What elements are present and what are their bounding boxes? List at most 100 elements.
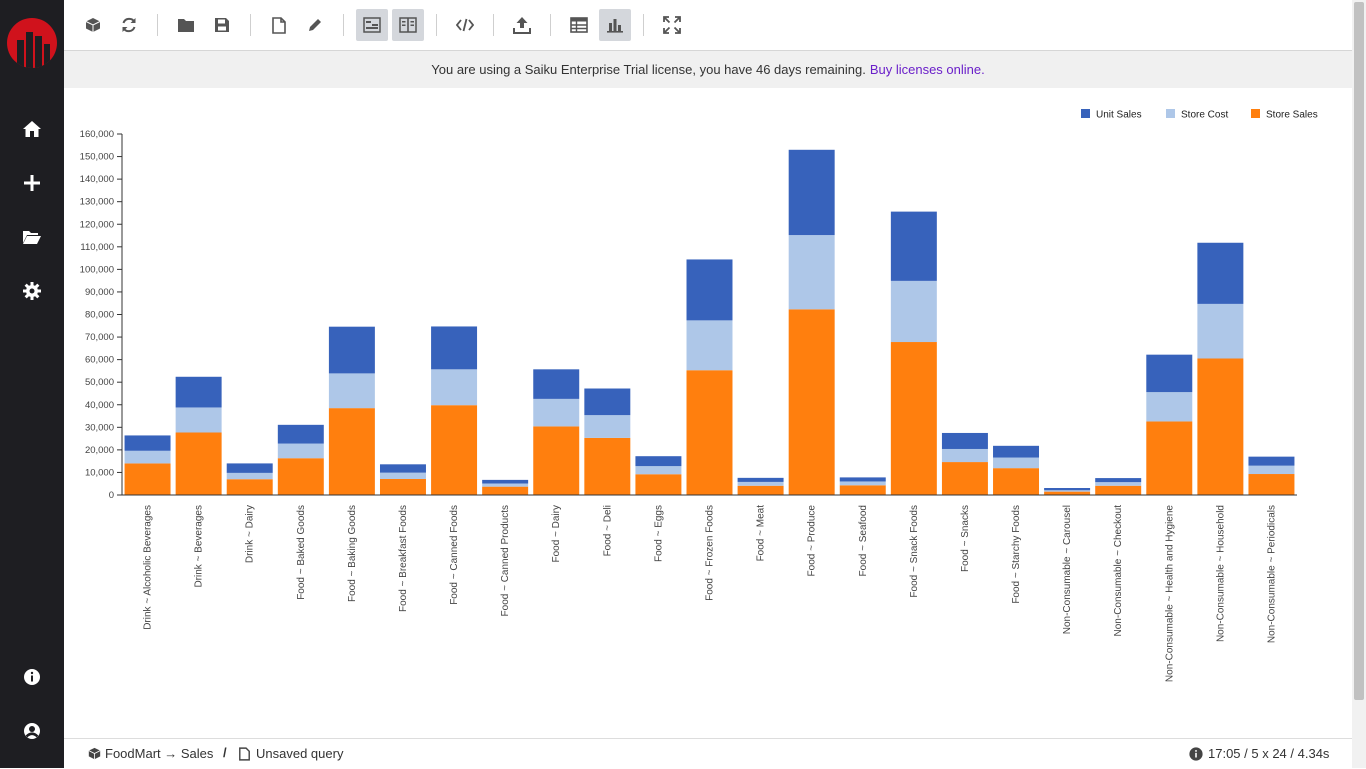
x-tick-label: Drink ~ Alcoholic Beverages: [143, 505, 154, 630]
bar-store-cost: [584, 415, 631, 438]
info-icon[interactable]: [20, 665, 44, 689]
legend-label: Store Cost: [1181, 110, 1228, 121]
bar-unit-sales: [737, 477, 784, 482]
bar-unit-sales: [1044, 488, 1091, 491]
bar-store-sales: [1197, 358, 1244, 495]
toolbar-separator: [250, 14, 251, 36]
new-file-icon[interactable]: [263, 9, 295, 41]
bar-store-sales: [1044, 491, 1091, 495]
buy-licenses-link[interactable]: Buy licenses online.: [869, 62, 985, 77]
scrollbar[interactable]: [1352, 0, 1366, 768]
fullscreen-icon[interactable]: [656, 9, 688, 41]
gear-icon[interactable]: [20, 279, 44, 303]
legend-swatch: [1166, 109, 1175, 118]
y-tick-label: 30,000: [85, 422, 114, 433]
x-tick-label: Non-Consumable ~ Periodicals: [1266, 505, 1277, 643]
scrollbar-thumb[interactable]: [1354, 2, 1364, 700]
bar-unit-sales: [941, 432, 988, 449]
bar-store-cost: [1197, 303, 1244, 359]
y-tick-label: 10,000: [85, 467, 114, 478]
bar-unit-sales: [175, 376, 222, 408]
y-tick-label: 120,000: [80, 219, 114, 230]
bar-unit-sales: [124, 435, 171, 451]
query-panel-icon[interactable]: [356, 9, 388, 41]
pencil-icon[interactable]: [299, 9, 331, 41]
y-tick-label: 50,000: [85, 377, 114, 388]
toolbar-separator: [643, 14, 644, 36]
split-view-icon[interactable]: [392, 9, 424, 41]
bar-store-sales: [993, 468, 1040, 495]
folder-icon[interactable]: [170, 9, 202, 41]
bar-store-sales: [1248, 474, 1295, 495]
x-tick-label: Drink ~ Beverages: [194, 505, 205, 588]
file-icon: [239, 747, 251, 761]
x-tick-label: Food ~ Snack Foods: [909, 505, 920, 598]
saiku-logo[interactable]: [7, 18, 57, 68]
save-icon[interactable]: [206, 9, 238, 41]
stacked-bar-chart: 0 10,000 20,000 30,000 40,000 50,000 60,000 70,…: [80, 109, 1318, 682]
legend-swatch: [1081, 109, 1090, 118]
bar-store-cost: [1146, 392, 1193, 422]
upload-icon[interactable]: [506, 9, 538, 41]
user-icon[interactable]: [20, 719, 44, 743]
cube-icon[interactable]: [77, 9, 109, 41]
bar-unit-sales: [431, 326, 478, 370]
bar-store-cost: [686, 320, 733, 371]
bar-unit-sales: [1197, 242, 1244, 304]
y-tick-label: 130,000: [80, 197, 114, 208]
home-icon[interactable]: [20, 117, 44, 141]
bar-unit-sales: [533, 369, 580, 399]
x-tick-label: Food ~ Frozen Foods: [705, 505, 716, 601]
table-icon[interactable]: [563, 9, 595, 41]
bar-store-cost: [277, 443, 324, 459]
bar-store-sales: [788, 309, 835, 495]
bar-unit-sales: [1248, 456, 1295, 466]
bar-store-sales: [686, 370, 733, 495]
bar-unit-sales: [1095, 478, 1142, 483]
x-tick-label: Food ~ Eggs: [653, 505, 664, 562]
plus-icon[interactable]: [20, 171, 44, 195]
x-tick-label: Food ~ Canned Foods: [449, 505, 460, 605]
bar-store-cost: [175, 407, 222, 433]
query-info: 17:05 / 5 x 24 / 4.34s: [1208, 746, 1330, 761]
x-tick-label: Food ~ Canned Products: [500, 505, 511, 616]
bar-store-sales: [635, 474, 682, 495]
query-name[interactable]: Unsaved query: [256, 746, 344, 761]
y-tick-label: 40,000: [85, 400, 114, 411]
y-tick-label: 160,000: [80, 129, 114, 140]
license-text: You are using a Saiku Enterprise Trial l…: [431, 62, 866, 77]
bar-unit-sales: [226, 463, 273, 473]
bar-unit-sales: [839, 477, 886, 482]
bar-store-sales: [328, 408, 375, 495]
bar-store-cost: [431, 369, 478, 406]
bar-store-sales: [277, 458, 324, 495]
bar-store-cost: [1095, 482, 1142, 486]
bar-store-cost: [788, 235, 835, 310]
bar-store-cost: [124, 450, 171, 464]
code-icon[interactable]: [449, 9, 481, 41]
bar-unit-sales: [584, 388, 631, 416]
bar-store-cost: [635, 466, 682, 475]
bar-unit-sales: [890, 211, 937, 281]
chart-area: 0 10,000 20,000 30,000 40,000 50,000 60,000 70,…: [64, 88, 1352, 738]
info-icon: [1189, 747, 1203, 761]
y-tick-label: 90,000: [85, 287, 114, 298]
refresh-icon[interactable]: [113, 9, 145, 41]
y-tick-label: 20,000: [85, 445, 114, 456]
cube-name[interactable]: FoodMart → Sales: [105, 746, 214, 761]
bar-store-sales: [533, 426, 580, 495]
folder-open-icon[interactable]: [20, 225, 44, 249]
bar-store-cost: [993, 457, 1040, 469]
x-tick-label: Non-Consumable ~ Carousel: [1062, 505, 1073, 634]
bar-chart-icon[interactable]: [599, 9, 631, 41]
x-tick-label: Food ~ Dairy: [551, 505, 562, 563]
bar-store-cost: [941, 448, 988, 463]
x-tick-label: Food ~ Deli: [602, 505, 613, 556]
legend-label: Store Sales: [1266, 110, 1318, 121]
toolbar-separator: [436, 14, 437, 36]
status-bar: FoodMart → Sales / Unsaved query 17:05 /…: [64, 738, 1352, 769]
x-tick-label: Non-Consumable ~ Checkout: [1113, 505, 1124, 637]
cube-icon: [88, 747, 102, 761]
x-tick-label: Drink ~ Dairy: [245, 505, 256, 563]
x-tick-label: Food ~ Snacks: [960, 505, 971, 572]
